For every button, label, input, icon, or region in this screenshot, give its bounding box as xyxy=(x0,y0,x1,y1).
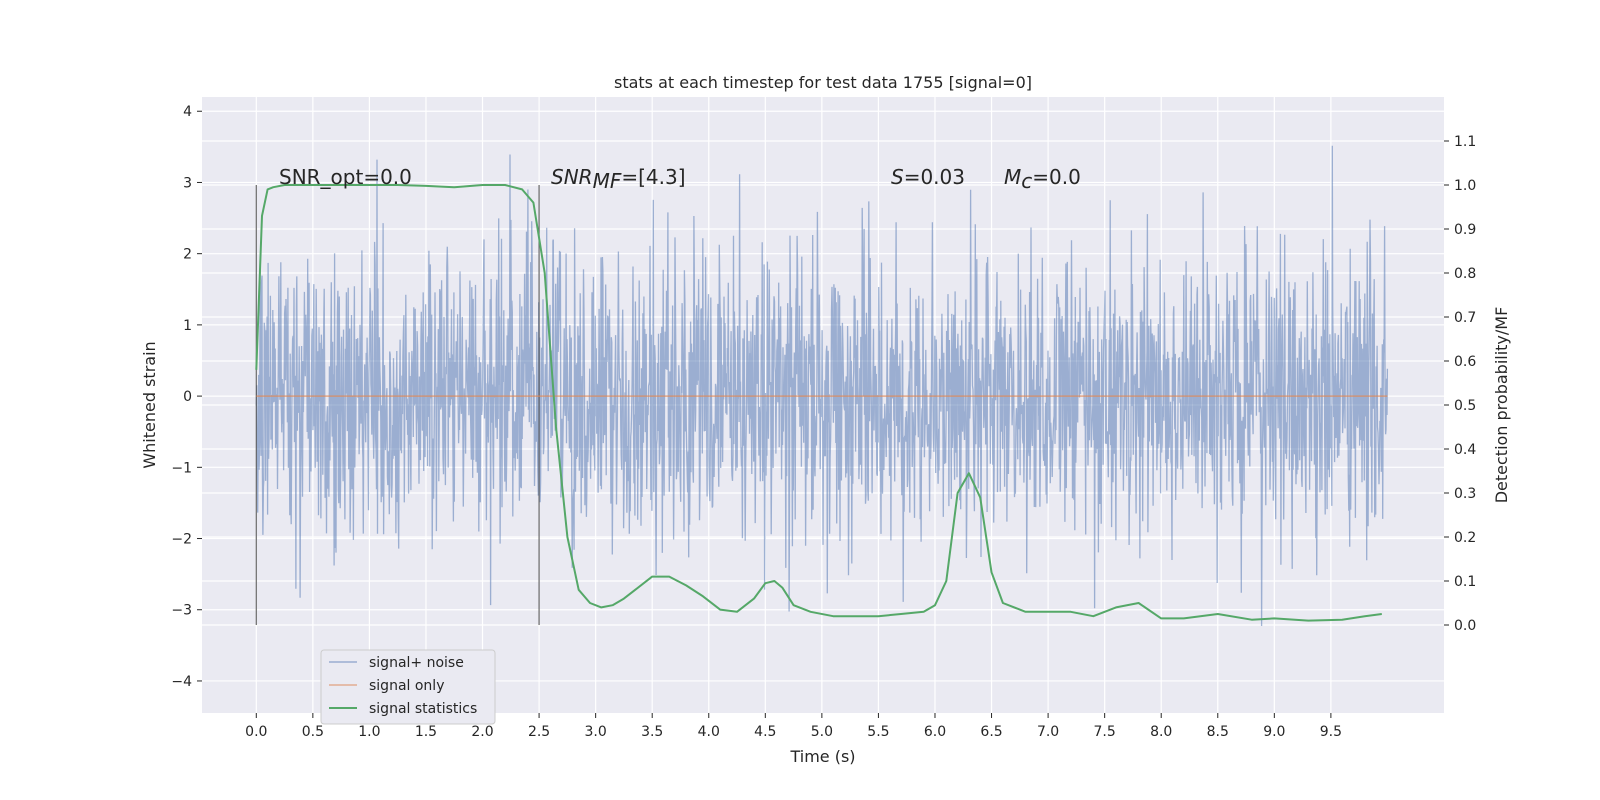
x-tick-label: 7.5 xyxy=(1094,724,1116,740)
x-tick-label: 8.0 xyxy=(1150,724,1172,740)
annotation-s-main: S xyxy=(891,165,904,189)
x-tick-label: 0.0 xyxy=(245,724,267,740)
signal-statistics-line xyxy=(255,184,1382,622)
annotation-mc-value: =0.0 xyxy=(1032,165,1081,189)
y-right-tick-label: 1.0 xyxy=(1454,178,1476,194)
x-tick-label: 0.5 xyxy=(302,724,324,740)
x-tick-label: 1.0 xyxy=(358,724,380,740)
y-left-tick-label: 3 xyxy=(183,175,192,191)
x-axis-label: Time (s) xyxy=(789,747,855,766)
y-left-tick-label: 4 xyxy=(183,104,192,120)
y-right-tick-label: 0.1 xyxy=(1454,574,1476,590)
annotation-s-value: =0.03 xyxy=(904,165,965,189)
signal-statistics-series xyxy=(255,184,1382,622)
y-axis-left-ticks: −4 −3 −2 −1 0 1 2 3 4 xyxy=(171,104,202,690)
x-tick-label: 9.0 xyxy=(1263,724,1285,740)
x-tick-label: 2.5 xyxy=(528,724,550,740)
y-right-tick-label: 0.0 xyxy=(1454,618,1476,634)
legend-label-signal-noise: signal+ noise xyxy=(369,655,464,671)
vertical-markers xyxy=(255,185,540,625)
y-left-tick-label: 0 xyxy=(183,389,192,405)
y-right-tick-label: 0.2 xyxy=(1454,530,1476,546)
annotation-snr-mf-value: =[4.3] xyxy=(621,165,685,189)
chart-title: stats at each timestep for test data 175… xyxy=(614,73,1032,92)
x-axis-ticks: 0.0 0.5 1.0 1.5 2.0 2.5 3.0 3.5 4.0 4.5 5.0 5.5 6.0 6… xyxy=(245,713,1342,740)
legend-box xyxy=(320,649,496,725)
y-axis-right-label: Detection probability/MF xyxy=(1492,307,1511,504)
y-left-tick-label: −4 xyxy=(171,674,192,690)
signal-noise-line xyxy=(255,145,1389,627)
y-right-tick-label: 0.5 xyxy=(1454,398,1476,414)
annotation-mc: Mc=0.0 xyxy=(1004,165,1081,193)
y-left-tick-label: −2 xyxy=(171,532,192,548)
y-left-tick-label: −1 xyxy=(171,460,192,476)
x-tick-label: 7.0 xyxy=(1037,724,1059,740)
annotation-mc-sub: c xyxy=(1021,169,1032,193)
annotation-snr-mf-main: SNR xyxy=(551,165,593,189)
y-axis-right-ticks: 0.0 0.1 0.2 0.3 0.4 0.5 0.6 0.7 0.8 0.9 1.0 1.1 xyxy=(1444,134,1476,634)
x-tick-label: 2.0 xyxy=(471,724,493,740)
y-left-tick-label: 2 xyxy=(183,247,192,263)
y-right-tick-label: 0.4 xyxy=(1454,442,1476,458)
annotation-mc-main: M xyxy=(1004,165,1021,189)
x-tick-label: 1.5 xyxy=(415,724,437,740)
y-right-tick-label: 0.9 xyxy=(1454,222,1476,238)
legend-label-signal-statistics: signal statistics xyxy=(369,701,477,717)
x-tick-label: 5.5 xyxy=(867,724,889,740)
annotation-snr-mf: SNRMF=[4.3] xyxy=(551,165,686,193)
legend: signal+ noise signal only signal statist… xyxy=(320,649,496,725)
annotation-snr-mf-sub: MF xyxy=(593,169,622,193)
x-tick-label: 9.5 xyxy=(1320,724,1342,740)
x-tick-label: 5.0 xyxy=(811,724,833,740)
y-right-tick-label: 0.3 xyxy=(1454,486,1476,502)
y-axis-left-label: Whitened strain xyxy=(140,341,159,468)
y-right-tick-label: 0.6 xyxy=(1454,354,1476,370)
x-tick-label: 3.5 xyxy=(641,724,663,740)
x-tick-label: 4.5 xyxy=(754,724,776,740)
y-right-tick-label: 0.8 xyxy=(1454,266,1476,282)
legend-label-signal-only: signal only xyxy=(369,678,444,694)
y-right-tick-label: 1.1 xyxy=(1454,134,1476,150)
x-tick-label: 6.5 xyxy=(980,724,1002,740)
annotation-snr-opt: SNR_opt=0.0 xyxy=(279,165,412,189)
x-tick-label: 4.0 xyxy=(698,724,720,740)
y-right-tick-label: 0.7 xyxy=(1454,310,1476,326)
y-left-tick-label: −3 xyxy=(171,603,192,619)
signal-noise-series xyxy=(255,145,1389,627)
y-left-tick-label: 1 xyxy=(183,318,192,334)
annotation-s: S=0.03 xyxy=(891,165,965,189)
x-tick-label: 3.0 xyxy=(585,724,607,740)
x-tick-label: 8.5 xyxy=(1207,724,1229,740)
x-tick-label: 6.0 xyxy=(924,724,946,740)
